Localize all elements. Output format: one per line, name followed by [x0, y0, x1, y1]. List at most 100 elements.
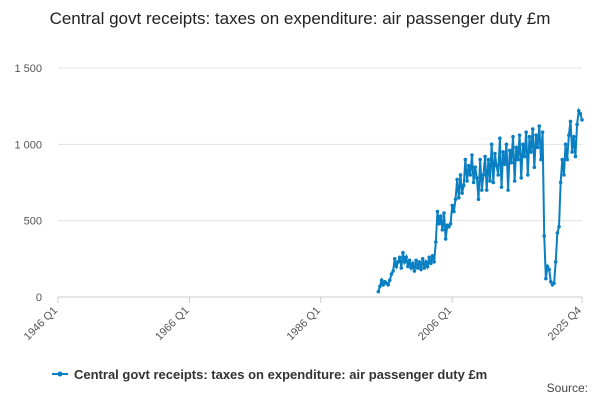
data-point: [452, 209, 456, 214]
data-point: [575, 122, 579, 127]
data-point: [491, 180, 496, 185]
source-label: Source:: [547, 381, 588, 395]
data-point: [563, 142, 568, 147]
data-point: [509, 160, 514, 165]
data-point: [394, 264, 399, 269]
y-tick-label: 500: [24, 216, 42, 228]
data-point: [396, 260, 400, 264]
data-point: [389, 272, 394, 276]
data-point: [435, 209, 440, 214]
data-point: [522, 154, 527, 159]
data-point: [527, 134, 532, 139]
data-point: [511, 134, 515, 139]
data-point: [397, 255, 402, 260]
data-point: [512, 179, 517, 183]
data-point: [420, 257, 425, 261]
data-point: [519, 176, 524, 180]
data-point: [442, 211, 446, 215]
data-point: [412, 269, 417, 273]
data-point: [562, 173, 566, 177]
data-point: [406, 264, 410, 269]
data-point: [558, 180, 563, 185]
data-point: [478, 157, 482, 162]
data-point: [411, 261, 415, 266]
data-point: [376, 289, 381, 294]
data-point: [450, 203, 455, 208]
data-point: [521, 142, 525, 147]
data-point: [458, 173, 463, 177]
data-point: [399, 266, 404, 270]
data-point: [493, 151, 497, 156]
data-point: [499, 185, 504, 189]
legend-marker: [57, 371, 63, 377]
data-point: [447, 224, 451, 229]
data-point: [542, 234, 547, 238]
x-tick-label: 1986 Q1: [285, 305, 323, 343]
data-point: [443, 237, 448, 241]
x-tick-label: 2006 Q1: [416, 305, 454, 343]
data-point: [434, 240, 438, 244]
data-point: [407, 258, 412, 263]
data-point: [479, 188, 484, 192]
data-point: [414, 258, 418, 263]
data-point: [571, 134, 576, 139]
data-point: [540, 130, 545, 134]
data-point: [466, 163, 471, 168]
y-tick-label: 1 500: [14, 63, 42, 75]
data-point: [481, 173, 486, 177]
data-point: [453, 197, 458, 202]
data-point: [567, 133, 571, 137]
data-point: [578, 112, 583, 116]
data-point: [573, 154, 578, 159]
data-point: [517, 133, 522, 137]
data-point: [553, 260, 558, 264]
data-point: [448, 221, 453, 226]
data-point: [463, 157, 468, 162]
data-point: [415, 266, 420, 270]
data-point: [437, 221, 441, 226]
data-point: [560, 157, 565, 162]
data-point: [465, 179, 469, 183]
y-tick-label: 0: [36, 292, 42, 304]
data-point: [392, 257, 397, 261]
data-point: [468, 173, 473, 177]
data-point: [529, 150, 533, 154]
data-point: [516, 157, 520, 162]
data-point: [555, 231, 560, 235]
data-point: [401, 250, 405, 255]
data-point: [530, 127, 535, 131]
data-point: [473, 165, 478, 170]
data-point: [470, 153, 474, 157]
data-point: [471, 180, 476, 185]
data-point: [565, 157, 570, 162]
data-point: [424, 260, 428, 264]
data-point: [460, 191, 464, 195]
x-tick-label: 1966 Q1: [153, 305, 191, 343]
data-point: [514, 145, 519, 150]
data-point: [388, 278, 392, 283]
data-point: [544, 276, 548, 281]
data-point: [386, 282, 390, 287]
data-point: [504, 142, 509, 147]
data-point: [476, 197, 481, 202]
data-point: [425, 264, 430, 269]
data-point: [402, 260, 407, 264]
data-point: [537, 124, 542, 128]
data-point: [404, 255, 409, 260]
data-point: [438, 214, 443, 218]
data-point: [548, 279, 553, 284]
data-point: [379, 278, 384, 283]
data-point: [498, 136, 502, 141]
data-point: [391, 269, 395, 273]
data-point: [545, 264, 550, 269]
data-point: [488, 179, 492, 183]
data-point: [378, 284, 382, 289]
data-point: [557, 224, 561, 229]
data-point: [484, 188, 489, 192]
data-point: [483, 154, 487, 159]
data-point: [547, 267, 551, 272]
legend-label: Central govt receipts: taxes on expendit…: [74, 367, 487, 382]
data-point: [461, 183, 466, 188]
x-tick-label: 1946 Q1: [22, 305, 60, 343]
